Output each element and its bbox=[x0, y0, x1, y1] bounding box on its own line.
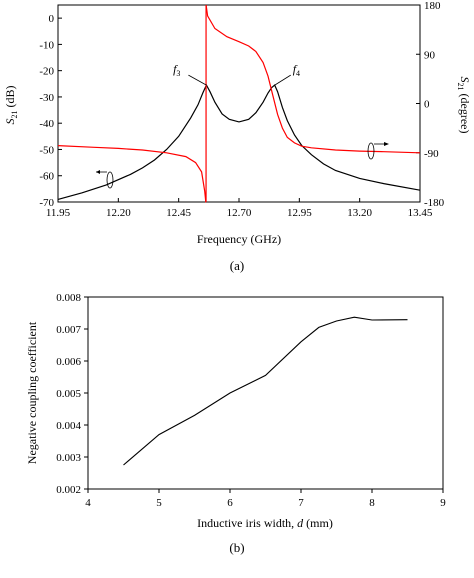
chart-a-y-right-tick-label: 0 bbox=[424, 99, 430, 111]
chart-a-y-ticks-right: 180 90 0 -90 -180 bbox=[416, 0, 445, 209]
chart-a-x-tick-label: 11.95 bbox=[46, 207, 71, 219]
chart-a-x-axis-label: Frequency (GHz) bbox=[197, 232, 281, 246]
chart-a-y-left-tick-label: -20 bbox=[39, 66, 54, 78]
chart-a-y-right-tick-label: -90 bbox=[424, 148, 439, 160]
chart-b-y-tick-label: 0.002 bbox=[56, 484, 81, 496]
chart-b-x-tick-label: 9 bbox=[440, 497, 446, 509]
annotation-label: f3 bbox=[173, 62, 180, 78]
chart-b-x-tick-label: 8 bbox=[369, 497, 375, 509]
chart-b-y-ticks: 0.002 0.003 0.004 0.005 0.006 0.007 0.008 bbox=[56, 292, 88, 496]
right-axis-indicator-icon bbox=[367, 142, 389, 160]
chart-b-y-tick-label: 0.004 bbox=[56, 420, 81, 432]
chart-b-x-tick-label: 5 bbox=[156, 497, 162, 509]
chart-b-coupling-line bbox=[123, 316, 408, 466]
chart-a-x-ticks: 11.95 12.20 12.45 12.70 12.95 13.20 13.45 bbox=[46, 198, 433, 219]
chart-a-magnitude-line bbox=[57, 83, 421, 200]
chart-a-y-left-tick-label: -60 bbox=[39, 171, 54, 183]
chart-a-x-tick-label: 12.20 bbox=[106, 207, 131, 219]
annotation-label: f4 bbox=[293, 62, 300, 78]
chart-a-x-tick-label: 12.95 bbox=[287, 207, 312, 219]
chart-b-x-axis-label: Inductive iris width, d (mm) bbox=[197, 516, 333, 530]
chart-b-y-tick-label: 0.005 bbox=[56, 388, 81, 400]
chart-b-series bbox=[123, 316, 408, 466]
chart-a-panel-label: (a) bbox=[230, 258, 244, 273]
chart-a-y-right-axis-label: S21 (degree) bbox=[456, 77, 472, 134]
chart-b-y-axis-label: Negative coupling coefficient bbox=[25, 321, 39, 464]
chart-a-y-ticks-left: 0 -10 -20 -30 -40 -50 -60 -70 bbox=[39, 13, 62, 209]
annotation-arrow-line bbox=[188, 74, 207, 86]
chart-a-series bbox=[57, 4, 421, 203]
chart-a-y-left-tick-label: -10 bbox=[39, 39, 54, 51]
chart-a-y-right-tick-label: -180 bbox=[424, 197, 445, 209]
annotation-arrow-line bbox=[274, 74, 291, 86]
chart-a-annotations: f3 f4 bbox=[173, 62, 300, 86]
chart-a-x-tick-label: 12.70 bbox=[227, 207, 252, 219]
chart-b-x-tick-label: 4 bbox=[85, 497, 91, 509]
chart-b-y-tick-label: 0.007 bbox=[56, 324, 81, 336]
svg-text:Negative coupling coefficient: Negative coupling coefficient bbox=[25, 321, 39, 464]
chart-a: 11.95 12.20 12.45 12.70 12.95 13.20 13.45 0 -10… bbox=[3, 0, 472, 273]
chart-b-panel-label: (b) bbox=[229, 540, 244, 555]
chart-a-y-left-tick-label: -50 bbox=[39, 144, 54, 156]
chart-a-x-tick-label: 13.45 bbox=[408, 207, 433, 219]
chart-b-x-ticks: 4 5 6 7 8 9 bbox=[85, 489, 446, 509]
chart-a-y-right-tick-label: 180 bbox=[424, 0, 441, 12]
chart-a-x-tick-label: 13.20 bbox=[347, 207, 372, 219]
chart-a-y-left-tick-label: 0 bbox=[49, 13, 55, 25]
chart-a-plot-frame bbox=[57, 4, 421, 203]
chart-b-y-tick-label: 0.008 bbox=[56, 292, 81, 304]
chart-a-y-left-tick-label: -70 bbox=[39, 197, 54, 209]
chart-a-phase-line bbox=[57, 4, 421, 203]
chart-a-y-left-tick-label: -30 bbox=[39, 92, 54, 104]
chart-b-x-tick-label: 6 bbox=[227, 497, 233, 509]
chart-b-x-tick-label: 7 bbox=[298, 497, 304, 509]
chart-a-x-tick-label: 12.45 bbox=[166, 207, 191, 219]
svg-text:S21 (degree): S21 (degree) bbox=[456, 77, 472, 134]
chart-a-y-left-axis-label: S21 (dB) bbox=[3, 86, 19, 125]
chart-b-plot-frame bbox=[87, 296, 444, 490]
chart-a-y-left-tick-label: -40 bbox=[39, 118, 54, 130]
chart-b-y-tick-label: 0.006 bbox=[56, 356, 81, 368]
svg-text:S21 (dB): S21 (dB) bbox=[3, 86, 19, 125]
left-axis-indicator-icon bbox=[96, 170, 114, 189]
chart-a-y-right-tick-label: 90 bbox=[424, 49, 436, 61]
chart-b-y-tick-label: 0.003 bbox=[56, 452, 81, 464]
